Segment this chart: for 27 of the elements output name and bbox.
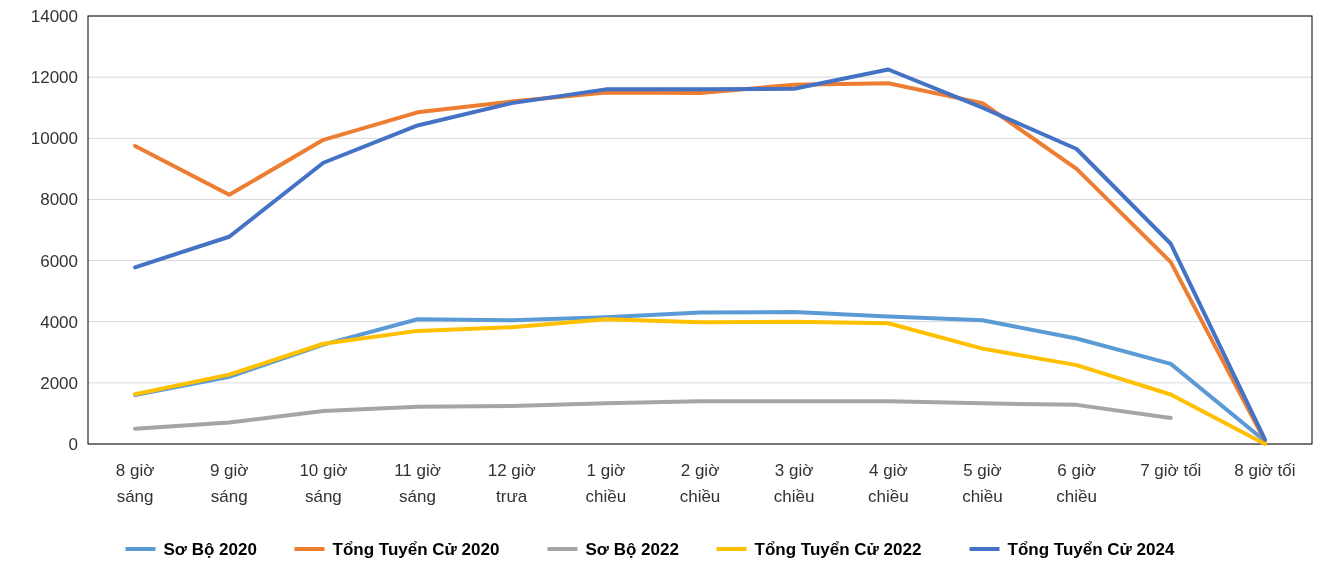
x-tick-label: 12 giờ trưa <box>487 461 536 506</box>
line-series <box>133 399 1173 431</box>
y-tick-label: 14000 <box>30 6 78 26</box>
legend-label: Tổng Tuyển Cử 2020 <box>332 539 500 559</box>
y-tick-label: 0 <box>68 434 78 454</box>
x-tick-label: 10 giờ sáng <box>299 461 348 506</box>
x-tick-label: 2 giờ chiều <box>679 461 721 506</box>
x-tick-label: 11 giờ sáng <box>394 461 441 506</box>
x-tick-label: 7 giờ tối <box>1140 461 1202 480</box>
x-tick-label: 8 giờ tối <box>1234 461 1296 480</box>
y-tick-label: 12000 <box>30 68 78 88</box>
x-tick-label: 6 giờ chiều <box>1056 461 1097 506</box>
x-tick-label: 1 giờ chiều <box>585 461 627 506</box>
x-tick-label: 8 giờ sáng <box>115 461 155 506</box>
x-tick-label: 3 giờ chiều <box>773 461 815 506</box>
y-tick-label: 10000 <box>30 129 78 149</box>
y-tick-label: 8000 <box>40 190 78 210</box>
x-tick-label: 5 giờ chiều <box>962 461 1003 506</box>
y-tick-label: 4000 <box>40 312 78 332</box>
legend-label: Tổng Tuyển Cử 2024 <box>1007 539 1175 559</box>
y-tick-label: 6000 <box>40 251 78 271</box>
y-tick-label: 2000 <box>40 373 78 393</box>
legend-label: Sơ Bộ 2022 <box>585 539 679 559</box>
legend-label: Tổng Tuyển Cử 2022 <box>754 539 922 559</box>
x-tick-label: 4 giờ chiều <box>867 461 909 506</box>
x-tick-label: 9 giờ sáng <box>209 461 249 506</box>
legend-label: Sơ Bộ 2020 <box>163 539 257 559</box>
